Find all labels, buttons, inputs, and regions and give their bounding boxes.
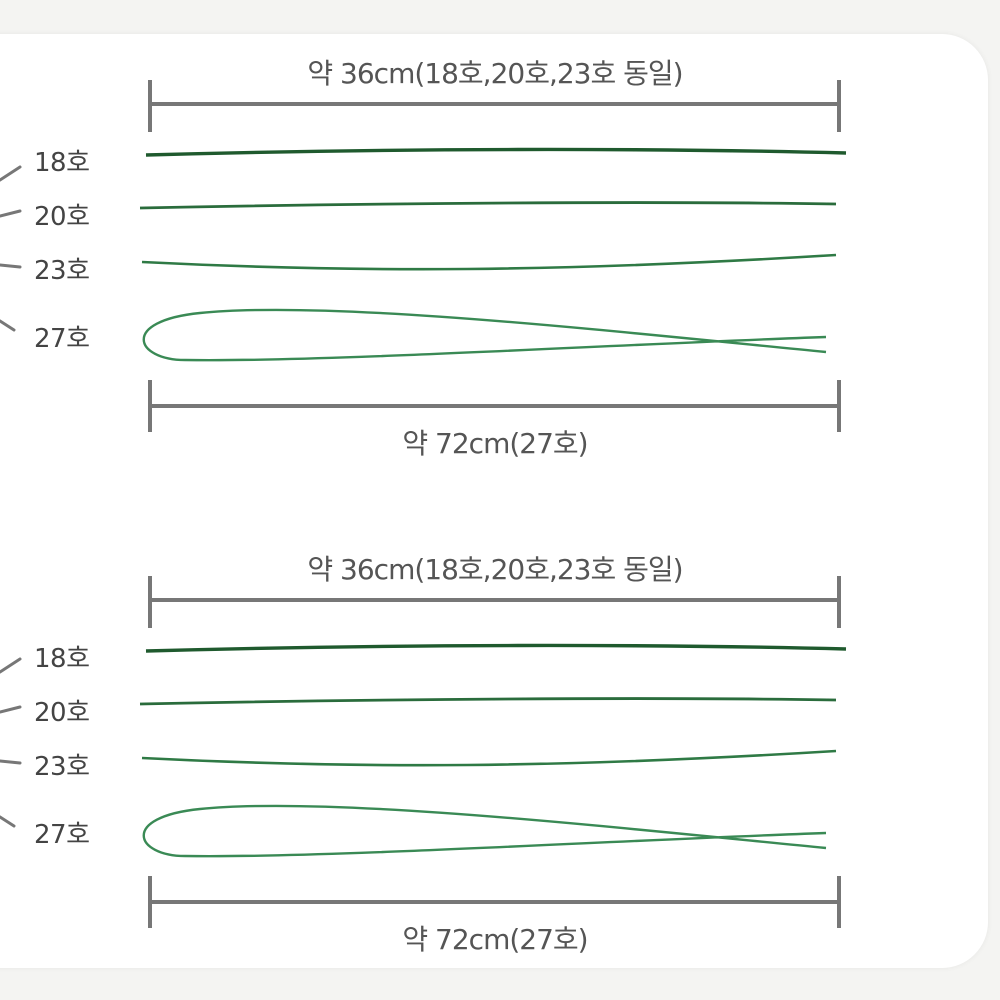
wire-27-loop	[142, 804, 827, 858]
gauge-label-20: 20호	[34, 698, 90, 728]
top-dimension-label: 약 36cm(18호,20호,23호 동일)	[307, 57, 683, 90]
wire-23	[141, 253, 837, 271]
gauge-label-23: 23호	[34, 752, 90, 782]
top-dimension-bar	[148, 80, 841, 132]
pointer-27	[0, 815, 16, 828]
gauge-label-27: 27호	[34, 820, 90, 850]
bottom-dimension-bar	[148, 380, 841, 432]
gauge-label-27: 27호	[34, 324, 90, 354]
pointer-18	[0, 165, 22, 182]
top-dimension-label: 약 36cm(18호,20호,23호 동일)	[307, 553, 683, 586]
panel-1: 약 36cm(18호,20호,23호 동일) 18호 20호 23호 27호 약…	[0, 40, 1000, 480]
gauge-label-18: 18호	[34, 148, 90, 178]
panel-2-drawing	[0, 576, 847, 928]
wire-27-loop	[142, 308, 827, 362]
bottom-dimension-bar	[148, 876, 841, 928]
wire-18	[145, 147, 847, 157]
pointer-18	[0, 657, 22, 674]
pointer-27	[0, 319, 16, 332]
bottom-dimension-label: 약 72cm(27호)	[402, 923, 588, 956]
pointer-20	[0, 705, 22, 714]
panel-1-drawing	[0, 80, 847, 432]
pointer-23	[0, 263, 22, 269]
gauge-label-18: 18호	[34, 644, 90, 674]
wire-20	[139, 697, 837, 706]
gauge-label-23: 23호	[34, 256, 90, 286]
wire-18	[145, 643, 847, 653]
panel-2: 약 36cm(18호,20호,23호 동일) 18호 20호 23호 27호 약…	[0, 536, 1000, 976]
wire-23	[141, 749, 837, 767]
diagram-card	[0, 34, 988, 968]
label-pointers	[0, 657, 22, 828]
pointer-23	[0, 759, 22, 765]
pointer-20	[0, 209, 22, 218]
gauge-label-20: 20호	[34, 202, 90, 232]
top-dimension-bar	[148, 576, 841, 628]
wire-20	[139, 201, 837, 210]
bottom-dimension-label: 약 72cm(27호)	[402, 427, 588, 460]
label-pointers	[0, 165, 22, 332]
